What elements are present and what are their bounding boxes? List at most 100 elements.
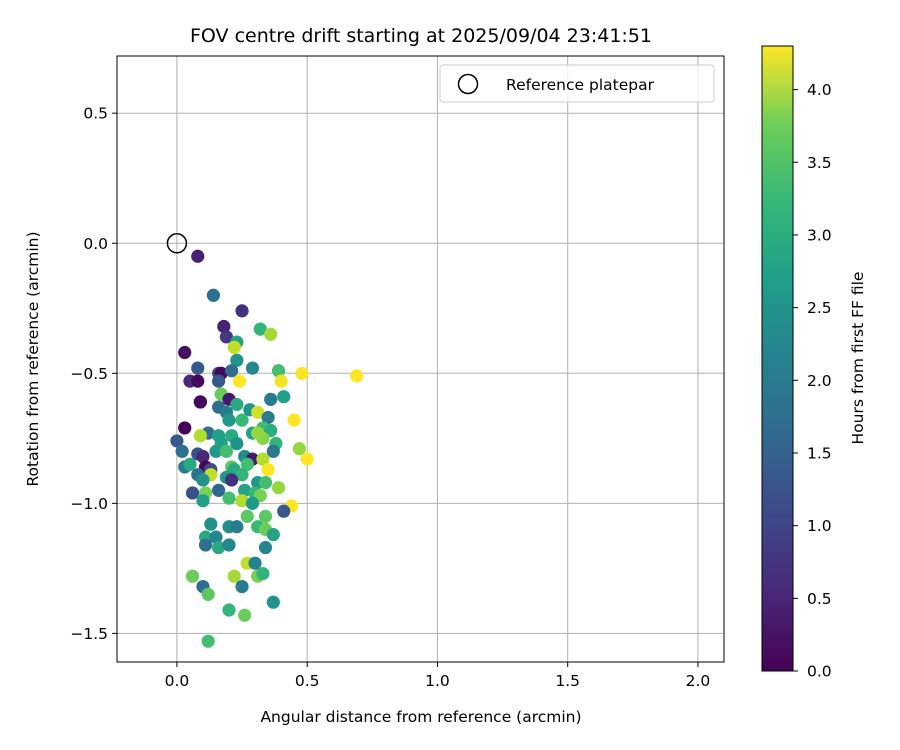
data-point: [230, 520, 244, 534]
legend-box: [439, 64, 715, 103]
data-point: [209, 444, 223, 458]
data-point: [193, 429, 207, 443]
y-tick-label: −1.5: [70, 625, 108, 643]
data-point: [209, 530, 223, 544]
data-point: [198, 538, 213, 552]
data-point: [235, 494, 249, 508]
data-point: [261, 462, 275, 477]
data-point: [196, 473, 210, 487]
data-point: [271, 481, 286, 495]
data-point: [230, 397, 244, 412]
data-point: [219, 330, 234, 344]
data-point: [212, 540, 226, 555]
data-point: [185, 486, 200, 500]
data-point: [212, 483, 226, 497]
data-point: [271, 364, 286, 378]
data-point: [274, 374, 288, 388]
legend-label: Reference platepar: [506, 76, 655, 94]
data-point: [235, 304, 249, 318]
data-point: [300, 452, 314, 466]
data-point: [230, 353, 244, 367]
colorbar-tick-label: 2.0: [807, 372, 832, 390]
data-point: [225, 364, 239, 378]
data-point: [193, 395, 207, 409]
reference-platepar-marker: [166, 233, 188, 254]
legend-marker: [457, 73, 479, 95]
data-point: [266, 595, 280, 609]
data-point: [235, 579, 249, 594]
data-point: [264, 392, 278, 406]
data-point: [170, 434, 184, 448]
data-point: [175, 444, 189, 458]
x-tick-label: 0.5: [295, 672, 320, 690]
data-point: [230, 436, 244, 451]
data-point: [256, 452, 270, 466]
y-tick-label: −1.0: [70, 495, 108, 513]
data-point: [217, 319, 231, 334]
data-point: [191, 361, 205, 375]
data-point: [178, 421, 192, 435]
data-point: [196, 494, 210, 508]
chart-title: FOV centre drift starting at 2025/09/04 …: [190, 25, 652, 47]
data-point: [232, 374, 247, 388]
grid: [117, 56, 724, 662]
data-point: [251, 405, 265, 419]
data-point: [240, 509, 254, 523]
data-point: [258, 509, 273, 523]
data-point: [222, 603, 236, 617]
data-point: [266, 527, 280, 542]
data-point: [212, 374, 226, 388]
y-axis: 0.5 0.0 −0.5 −1.0 −1.5: [70, 105, 117, 643]
data-point: [206, 288, 220, 302]
data-point: [251, 426, 265, 440]
x-tick-label: 1.5: [555, 672, 580, 690]
colorbar-tick-label: 2.5: [807, 299, 832, 317]
colorbar-tick-label: 3.0: [807, 226, 832, 244]
data-point: [191, 374, 205, 388]
data-point: [183, 457, 197, 471]
data-point: [287, 413, 301, 427]
scatter-points: [166, 233, 364, 648]
data-point: [227, 569, 241, 583]
data-point: [222, 413, 236, 427]
colorbar-tick-label: 1.0: [807, 517, 832, 535]
data-point: [264, 327, 278, 341]
data-point: [238, 608, 252, 622]
data-point: [295, 366, 309, 380]
data-point: [261, 410, 275, 425]
data-point: [235, 468, 249, 482]
y-tick-label: 0.0: [83, 235, 108, 253]
colorbar: [761, 45, 794, 672]
data-point: [227, 340, 241, 354]
data-point: [240, 457, 254, 471]
data-point: [201, 634, 215, 648]
data-point: [191, 249, 205, 263]
colorbar-tick-label: 3.5: [807, 154, 832, 172]
data-point: [235, 413, 249, 427]
data-point: [238, 483, 252, 497]
data-point: [204, 517, 218, 531]
data-point: [219, 444, 234, 458]
plot-area: [116, 55, 725, 663]
y-axis-label: Rotation from reference (arcmin): [24, 231, 42, 486]
data-point: [292, 442, 306, 456]
colorbar-tick-label: 1.5: [807, 444, 832, 462]
colorbar-tick-label: 0.5: [807, 590, 832, 608]
legend: Reference platepar: [439, 64, 715, 103]
data-point: [256, 566, 270, 581]
colorbar-tick-label: 0.0: [807, 663, 832, 681]
data-point: [185, 569, 200, 583]
data-point: [222, 491, 236, 505]
data-point: [201, 587, 215, 601]
colorbar-label: Hours from first FF file: [849, 272, 867, 445]
data-point: [225, 473, 239, 487]
data-point: [196, 449, 210, 464]
data-point: [266, 444, 280, 458]
data-point: [350, 369, 364, 383]
data-point: [245, 496, 260, 510]
x-tick-label: 0.0: [165, 672, 190, 690]
x-tick-label: 1.0: [425, 672, 450, 690]
data-point: [248, 556, 262, 570]
data-point: [277, 390, 291, 404]
